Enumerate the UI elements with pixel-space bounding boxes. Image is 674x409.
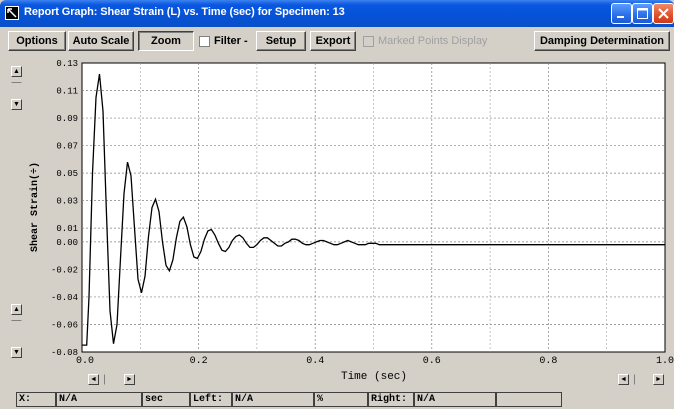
status-percent: % [314, 392, 368, 407]
series-line [82, 73, 665, 346]
zoom-button[interactable]: Zoom [138, 31, 194, 51]
minimize-button[interactable] [611, 3, 632, 24]
x-axis-label: Time (sec) [341, 371, 407, 383]
app-icon [5, 6, 19, 20]
x-max-scroll-thumb[interactable] [634, 374, 645, 385]
setup-button[interactable]: Setup [256, 31, 306, 51]
y-tick-label: -0.06 [51, 320, 78, 330]
status-left-value: N/A [232, 392, 314, 407]
x-tick-label: 0.2 [190, 356, 208, 367]
x-tick-label: 0.8 [539, 356, 557, 367]
y-axis-label: Shear Strain(÷) [29, 162, 41, 252]
y-min-up-button[interactable]: ▲ [11, 304, 22, 315]
x-min-right-button[interactable]: ► [124, 374, 135, 385]
shear-strain-chart[interactable]: 0.13 0.11 0.09 0.07 0.05 0.03 0.01 0.00 -0.02 -0.… [0, 54, 674, 384]
marked-points-checkbox[interactable]: Marked Points Display [363, 31, 487, 51]
status-left-label: Left: [190, 392, 232, 407]
y-tick-label: 0.00 [56, 238, 78, 248]
status-empty-cell [496, 392, 562, 407]
y-max-down-button[interactable]: ▼ [11, 99, 22, 110]
y-min-down-button[interactable]: ▼ [11, 347, 22, 358]
status-unit: sec [142, 392, 190, 407]
marked-points-label: Marked Points Display [378, 35, 488, 47]
options-button[interactable]: Options [8, 31, 66, 51]
title-bar[interactable]: Report Graph: Shear Strain (L) vs. Time … [0, 0, 674, 27]
y-tick-label: 0.03 [56, 197, 78, 207]
y-tick-label: 0.09 [56, 114, 78, 124]
window-title: Report Graph: Shear Strain (L) vs. Time … [24, 6, 345, 18]
y-tick-label: -0.02 [51, 265, 78, 275]
status-right-value: N/A [414, 392, 496, 407]
x-tick-labels: 0.0 0.2 0.4 0.6 0.8 1.0 [76, 356, 674, 367]
marked-points-checkbox-box[interactable] [363, 35, 374, 47]
export-button[interactable]: Export [310, 31, 356, 51]
y-tick-label: 0.11 [56, 87, 78, 97]
x-min-scroll-thumb[interactable] [104, 374, 115, 385]
filter-label: Filter - [214, 35, 248, 47]
y-tick-labels: 0.13 0.11 0.09 0.07 0.05 0.03 0.01 0.00 -0.02 -0.… [51, 59, 78, 358]
filter-checkbox-box[interactable] [199, 35, 210, 47]
grid-lines [82, 63, 665, 352]
status-x-value: N/A [56, 392, 142, 407]
x-max-right-button[interactable]: ► [653, 374, 664, 385]
y-tick-label: 0.01 [56, 224, 78, 234]
x-tick-label: 0.0 [76, 356, 94, 367]
x-min-left-button[interactable]: ◄ [88, 374, 99, 385]
y-tick-label: -0.08 [51, 348, 78, 358]
filter-checkbox[interactable]: Filter - [199, 31, 248, 51]
status-x-label: X: [16, 392, 56, 407]
y-tick-label: -0.04 [51, 293, 78, 303]
y-tick-label: 0.07 [56, 142, 78, 152]
status-right-label: Right: [368, 392, 414, 407]
graph-area: ▲ ▼ ▲ ▼ ◄ ► ◄ ► 0.13 0.11 0.09 0.07 0.05 0.03… [0, 54, 674, 385]
y-tick-label: 0.05 [56, 169, 78, 179]
y-max-scroll-thumb[interactable] [11, 82, 22, 93]
y-min-scroll-thumb[interactable] [11, 320, 22, 331]
auto-scale-button[interactable]: Auto Scale [68, 31, 134, 51]
x-max-left-button[interactable]: ◄ [618, 374, 629, 385]
close-icon [658, 8, 669, 19]
y-tick-label: 0.13 [56, 59, 78, 69]
status-bar: X: N/A sec Left: N/A % Right: N/A [0, 391, 674, 409]
close-button[interactable] [653, 3, 674, 24]
maximize-button[interactable] [632, 3, 653, 24]
x-tick-label: 0.4 [306, 356, 324, 367]
toolbar: Options Auto Scale Zoom Filter - Setup E… [0, 27, 674, 54]
minimize-icon [617, 16, 624, 18]
x-tick-label: 0.6 [423, 356, 441, 367]
y-max-up-button[interactable]: ▲ [11, 66, 22, 77]
x-tick-label: 1.0 [656, 356, 674, 367]
damping-determination-button[interactable]: Damping Determination [534, 31, 670, 51]
maximize-icon [637, 8, 648, 19]
